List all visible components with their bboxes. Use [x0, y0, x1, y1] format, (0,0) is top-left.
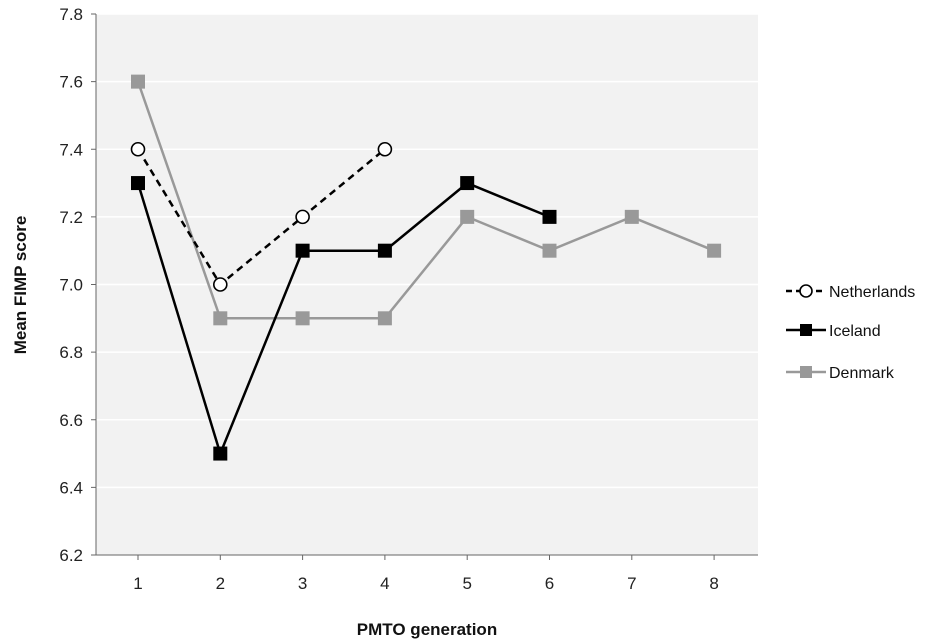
x-tick-label: 3 — [298, 574, 307, 593]
legend-item-iceland: Iceland — [786, 323, 881, 340]
legend-label: Netherlands — [829, 284, 915, 301]
legend: Netherlands Iceland Denmark — [786, 284, 915, 382]
gridlines — [96, 13, 758, 489]
series-denmark — [131, 74, 722, 326]
data-point — [460, 176, 475, 191]
series-group — [130, 74, 722, 461]
x-tick-label: 8 — [709, 574, 718, 593]
y-tick-label: 7.0 — [59, 276, 83, 295]
data-point — [377, 311, 392, 326]
x-tick-label: 6 — [545, 574, 554, 593]
legend-label: Denmark — [829, 365, 895, 382]
axes — [91, 13, 758, 560]
y-tick-label: 7.6 — [59, 73, 83, 92]
x-tick-label: 5 — [462, 574, 471, 593]
x-tick-label: 7 — [627, 574, 636, 593]
y-tick-label: 6.8 — [59, 343, 83, 362]
series-line — [136, 148, 386, 287]
legend-item-netherlands: Netherlands — [786, 284, 915, 301]
data-point — [542, 209, 557, 224]
y-tick-labels: 6.2 6.4 6.6 6.8 7.0 7.2 7.4 7.6 7.8 — [59, 5, 83, 565]
series-netherlands — [130, 141, 393, 292]
data-point — [131, 176, 145, 191]
y-tick-label: 7.4 — [59, 140, 83, 159]
data-point — [213, 311, 228, 326]
legend-item-denmark: Denmark — [786, 365, 895, 382]
data-point — [130, 141, 146, 157]
data-point — [213, 277, 228, 292]
series-iceland — [131, 176, 557, 461]
y-tick-label: 7.2 — [59, 208, 83, 227]
data-point — [131, 74, 145, 89]
y-axis-title: Mean FIMP score — [11, 216, 30, 355]
legend-label: Iceland — [829, 323, 881, 340]
series-line — [136, 181, 550, 458]
x-tick-label: 2 — [216, 574, 225, 593]
data-point — [295, 209, 310, 225]
y-tick-label: 6.2 — [59, 546, 83, 565]
data-point — [460, 209, 475, 224]
x-tick-label: 1 — [133, 574, 142, 593]
data-point — [707, 243, 722, 258]
y-tick-label: 7.8 — [59, 5, 83, 24]
series-line — [136, 81, 715, 320]
x-tick-label: 4 — [380, 574, 389, 593]
data-point — [377, 141, 393, 157]
x-tick-labels: 1 2 3 4 5 6 7 8 — [133, 574, 719, 593]
data-point — [377, 243, 392, 258]
data-point — [624, 209, 639, 224]
y-tick-label: 6.6 — [59, 411, 83, 430]
data-point — [542, 243, 557, 258]
legend-marker — [800, 366, 812, 378]
x-axis-title: PMTO generation — [357, 620, 497, 639]
data-point — [213, 446, 228, 461]
data-point — [295, 311, 310, 326]
legend-marker — [799, 284, 813, 298]
data-point — [295, 243, 310, 258]
y-tick-label: 6.4 — [59, 478, 83, 497]
legend-marker — [800, 324, 812, 336]
